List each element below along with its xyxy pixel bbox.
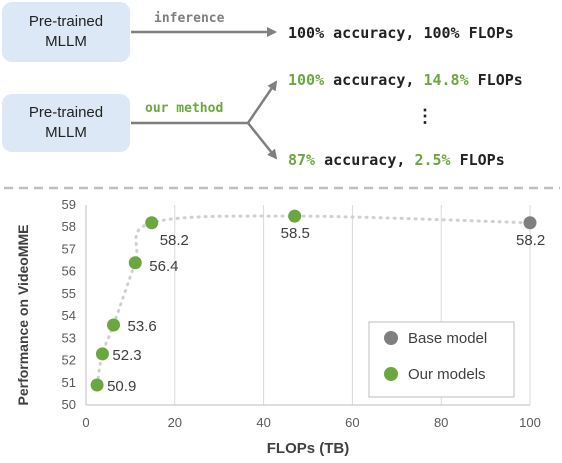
- result2-flops-val: 14.8%: [423, 71, 469, 89]
- x-tick-label: 100: [519, 415, 541, 430]
- y-tick-label: 59: [62, 197, 76, 212]
- our-model-point: [288, 209, 302, 223]
- result-method-low: 87% accuracy, 2.5% FLOPs: [288, 151, 505, 169]
- result2-acc-val: 100%: [288, 71, 325, 89]
- legend-marker: [384, 331, 398, 345]
- result1-acc: 100% accuracy,: [288, 24, 415, 42]
- box1-line1: Pre-trained: [28, 13, 104, 30]
- x-tick-label: 40: [256, 415, 270, 430]
- pretrained-mllm-box-2: Pre-trained MLLM: [2, 94, 130, 152]
- result-method-high: 100% accuracy, 14.8% FLOPs: [288, 71, 523, 89]
- our-model-point: [128, 256, 142, 270]
- y-tick-label: 53: [62, 330, 76, 345]
- y-tick-label: 58: [62, 219, 76, 234]
- result1-flops: 100% FLOPs: [423, 24, 514, 42]
- legend-label: Base model: [408, 330, 487, 347]
- result-inference: 100% accuracy, 100% FLOPs: [288, 24, 514, 42]
- y-tick-label: 50: [62, 397, 76, 412]
- y-tick-label: 55: [62, 286, 76, 301]
- x-tick-label: 0: [82, 415, 89, 430]
- our-model-point: [107, 318, 121, 332]
- diagram-arrows: [4, 27, 560, 190]
- result3-acc-val: 87%: [288, 151, 316, 169]
- data-label: 58.2: [516, 232, 545, 249]
- data-label: 52.3: [112, 347, 141, 364]
- data-label: 53.6: [128, 318, 157, 335]
- box2-line2: MLLM: [45, 124, 87, 141]
- x-tick-label: 20: [168, 415, 182, 430]
- our-model-point: [145, 216, 159, 230]
- data-label: 50.9: [107, 378, 136, 395]
- method-arrow-down: [247, 122, 278, 160]
- data-label: 58.5: [281, 225, 310, 242]
- pretrained-mllm-box-1: Pre-trained MLLM: [2, 2, 130, 62]
- inference-label: inference: [154, 11, 225, 26]
- ellipsis: ⋮: [416, 106, 434, 126]
- y-tick-label: 52: [62, 353, 76, 368]
- our-model-point: [95, 347, 109, 361]
- result3-acc-word: accuracy,: [324, 151, 406, 169]
- y-tick-label: 57: [62, 241, 76, 256]
- y-axis-label: Performance on VideoMME: [15, 224, 31, 405]
- result2-flops-word: FLOPs: [477, 71, 523, 89]
- result2-acc-word: accuracy,: [333, 71, 415, 89]
- y-tick-label: 54: [62, 308, 76, 323]
- base-model-point: [523, 216, 537, 230]
- data-label: 56.4: [149, 258, 178, 275]
- legend-marker: [384, 367, 398, 381]
- our-model-point: [90, 378, 104, 392]
- y-tick-label: 56: [62, 264, 76, 279]
- result3-flops-val: 2.5%: [414, 151, 451, 169]
- x-tick-label: 60: [345, 415, 359, 430]
- method-arrow-up: [246, 80, 278, 124]
- our-method-label: our method: [145, 101, 224, 116]
- y-tick-label: 51: [62, 375, 76, 390]
- result3-flops-word: FLOPs: [459, 151, 505, 169]
- x-axis-label: FLOPs (TB): [267, 440, 350, 457]
- box1-line2: MLLM: [45, 33, 87, 50]
- legend-label: Our models: [408, 366, 486, 383]
- data-label: 58.2: [160, 232, 189, 249]
- x-tick-label: 80: [434, 415, 448, 430]
- box2-line1: Pre-trained: [28, 104, 104, 121]
